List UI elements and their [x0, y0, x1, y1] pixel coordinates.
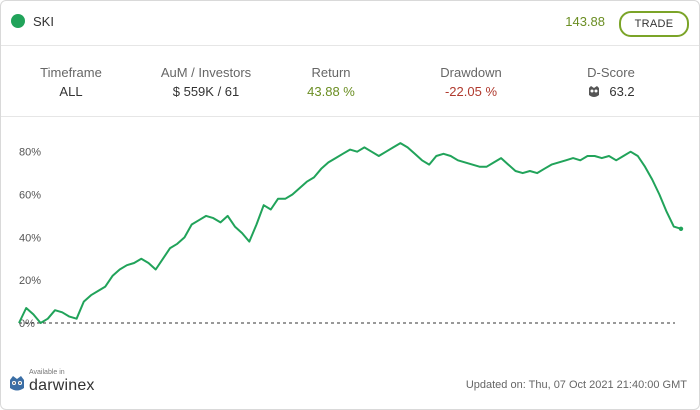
y-tick-label: 0%: [19, 318, 35, 330]
series-end-point: [678, 226, 684, 231]
stat-value: -22.05 %: [444, 84, 498, 99]
stat-timeframe: Timeframe ALL: [21, 65, 121, 99]
darwin-price: 143.88: [565, 14, 605, 29]
stat-aum: AuM / Investors $ 559K / 61: [141, 65, 271, 99]
stat-value: 63.2: [561, 84, 661, 102]
stat-dscore: D-Score 63.2: [561, 65, 661, 102]
trade-button[interactable]: TRADE: [619, 11, 689, 37]
stat-label: Return: [311, 65, 351, 80]
stat-drawdown: Drawdown -22.05 %: [421, 65, 521, 99]
available-in-text: Available in: [29, 369, 65, 376]
stat-value: $ 559K / 61: [172, 84, 240, 99]
y-tick-label: 20%: [19, 275, 41, 287]
stat-label: D-Score: [587, 65, 635, 80]
dscore-value: 63.2: [609, 84, 635, 99]
owl-icon: [589, 85, 600, 97]
darwinex-logo: Available in darwinex: [9, 369, 129, 397]
darwinex-owl-icon: [10, 376, 24, 391]
card-header: SKI 143.88 TRADE: [1, 1, 699, 46]
stats-row: Timeframe ALL AuM / Investors $ 559K / 6…: [1, 46, 699, 117]
stat-label: Drawdown: [440, 65, 502, 80]
stat-label: AuM / Investors: [160, 65, 252, 80]
performance-chart: 80% 60% 40% 20% 0%: [18, 142, 684, 330]
series-line: [18, 142, 682, 324]
updated-timestamp: Updated on: Thu, 07 Oct 2021 21:40:00 GM…: [465, 379, 687, 391]
y-tick-label: 60%: [19, 190, 41, 202]
y-tick-label: 40%: [19, 232, 41, 244]
stat-label: Timeframe: [40, 65, 102, 80]
stat-value: ALL: [59, 84, 83, 99]
stat-return: Return 43.88 %: [281, 65, 381, 99]
stat-value: 43.88 %: [307, 84, 355, 99]
status-indicator: [11, 14, 25, 28]
brand-text: darwinex: [29, 377, 95, 394]
y-tick-label: 80%: [19, 147, 41, 159]
darwin-name: SKI: [33, 14, 54, 29]
